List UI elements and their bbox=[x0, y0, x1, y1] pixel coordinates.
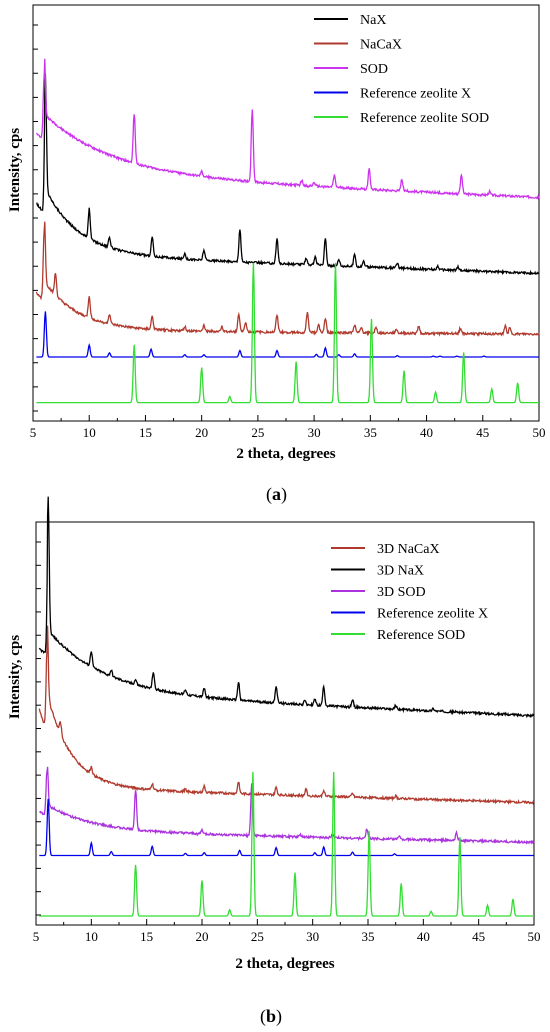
panel-label-a: (a) bbox=[266, 484, 287, 505]
x-tick-label: 50 bbox=[533, 425, 546, 440]
panel-b: 5 10 15 20 25 30 35 40 45 50 2 theta, degrees Int… bbox=[7, 496, 541, 1027]
x-tick-label: 35 bbox=[364, 425, 377, 440]
legend-label: 3D NaX bbox=[377, 564, 424, 579]
legend-label: SOD bbox=[360, 62, 388, 77]
x-tick-label: 5 bbox=[33, 929, 40, 944]
x-tick-label: 40 bbox=[420, 425, 433, 440]
legend-b: 3D NaCaX 3D NaX 3D SOD Reference zeolite X R… bbox=[331, 542, 488, 643]
legend-label: NaCaX bbox=[360, 38, 402, 53]
series-line bbox=[35, 58, 540, 201]
x-tick-label: 30 bbox=[308, 425, 321, 440]
panel-label-b: (b) bbox=[260, 1006, 282, 1027]
series-line bbox=[39, 798, 534, 857]
traces-b bbox=[38, 496, 535, 917]
y-minor-ticks-a bbox=[33, 24, 38, 412]
x-axis-a: 5 10 15 20 25 30 35 40 45 50 bbox=[30, 415, 546, 440]
x-axis-title-a: 2 theta, degrees bbox=[236, 446, 335, 462]
y-axis-title-b: Intensity, cps bbox=[7, 635, 23, 719]
panel-letter-b: b bbox=[266, 1006, 276, 1026]
x-tick-label: 20 bbox=[196, 929, 209, 944]
x-tick-label: 25 bbox=[251, 425, 264, 440]
series-line bbox=[38, 496, 535, 719]
x-tick-label: 10 bbox=[83, 425, 96, 440]
legend-label: Reference SOD bbox=[377, 628, 465, 643]
series-line bbox=[39, 771, 534, 917]
traces-a bbox=[35, 58, 540, 404]
x-tick-label: 30 bbox=[306, 929, 319, 944]
y-axis-title-a: Intensity, cps bbox=[7, 128, 23, 212]
legend-label: Reference zeolite X bbox=[377, 607, 488, 622]
x-tick-label: 40 bbox=[417, 929, 430, 944]
series-line bbox=[36, 262, 539, 404]
legend-label: NaX bbox=[360, 13, 386, 28]
series-line bbox=[39, 766, 535, 845]
x-tick-label: 15 bbox=[140, 929, 153, 944]
x-tick-label: 45 bbox=[476, 425, 489, 440]
series-line bbox=[36, 311, 539, 358]
x-axis-title-b: 2 theta, degrees bbox=[235, 956, 334, 972]
x-tick-label: 10 bbox=[85, 929, 98, 944]
x-tick-label: 15 bbox=[139, 425, 152, 440]
panel-a: 5 10 15 20 25 30 35 40 45 50 2 theta, degrees Int… bbox=[7, 4, 546, 505]
legend-label: 3D NaCaX bbox=[377, 542, 440, 557]
panel-letter-a: a bbox=[272, 484, 281, 504]
x-tick-label: 35 bbox=[362, 929, 375, 944]
x-tick-label: 45 bbox=[472, 929, 485, 944]
series-line bbox=[35, 74, 540, 276]
legend-label: Reference zeolite X bbox=[360, 87, 471, 102]
x-axis-b: 5 10 15 20 25 30 35 40 45 50 bbox=[33, 919, 541, 944]
y-minor-ticks-b bbox=[36, 541, 41, 916]
x-tick-label: 50 bbox=[528, 929, 541, 944]
x-tick-label: 20 bbox=[195, 425, 208, 440]
legend-label: 3D SOD bbox=[377, 585, 426, 600]
series-line bbox=[38, 625, 535, 805]
x-tick-label: 5 bbox=[30, 425, 37, 440]
series-line bbox=[35, 221, 540, 337]
x-tick-label: 25 bbox=[251, 929, 264, 944]
legend-a: NaX NaCaX SOD Reference zeolite X Reference … bbox=[314, 13, 489, 126]
legend-label: Reference zeolite SOD bbox=[360, 111, 489, 126]
